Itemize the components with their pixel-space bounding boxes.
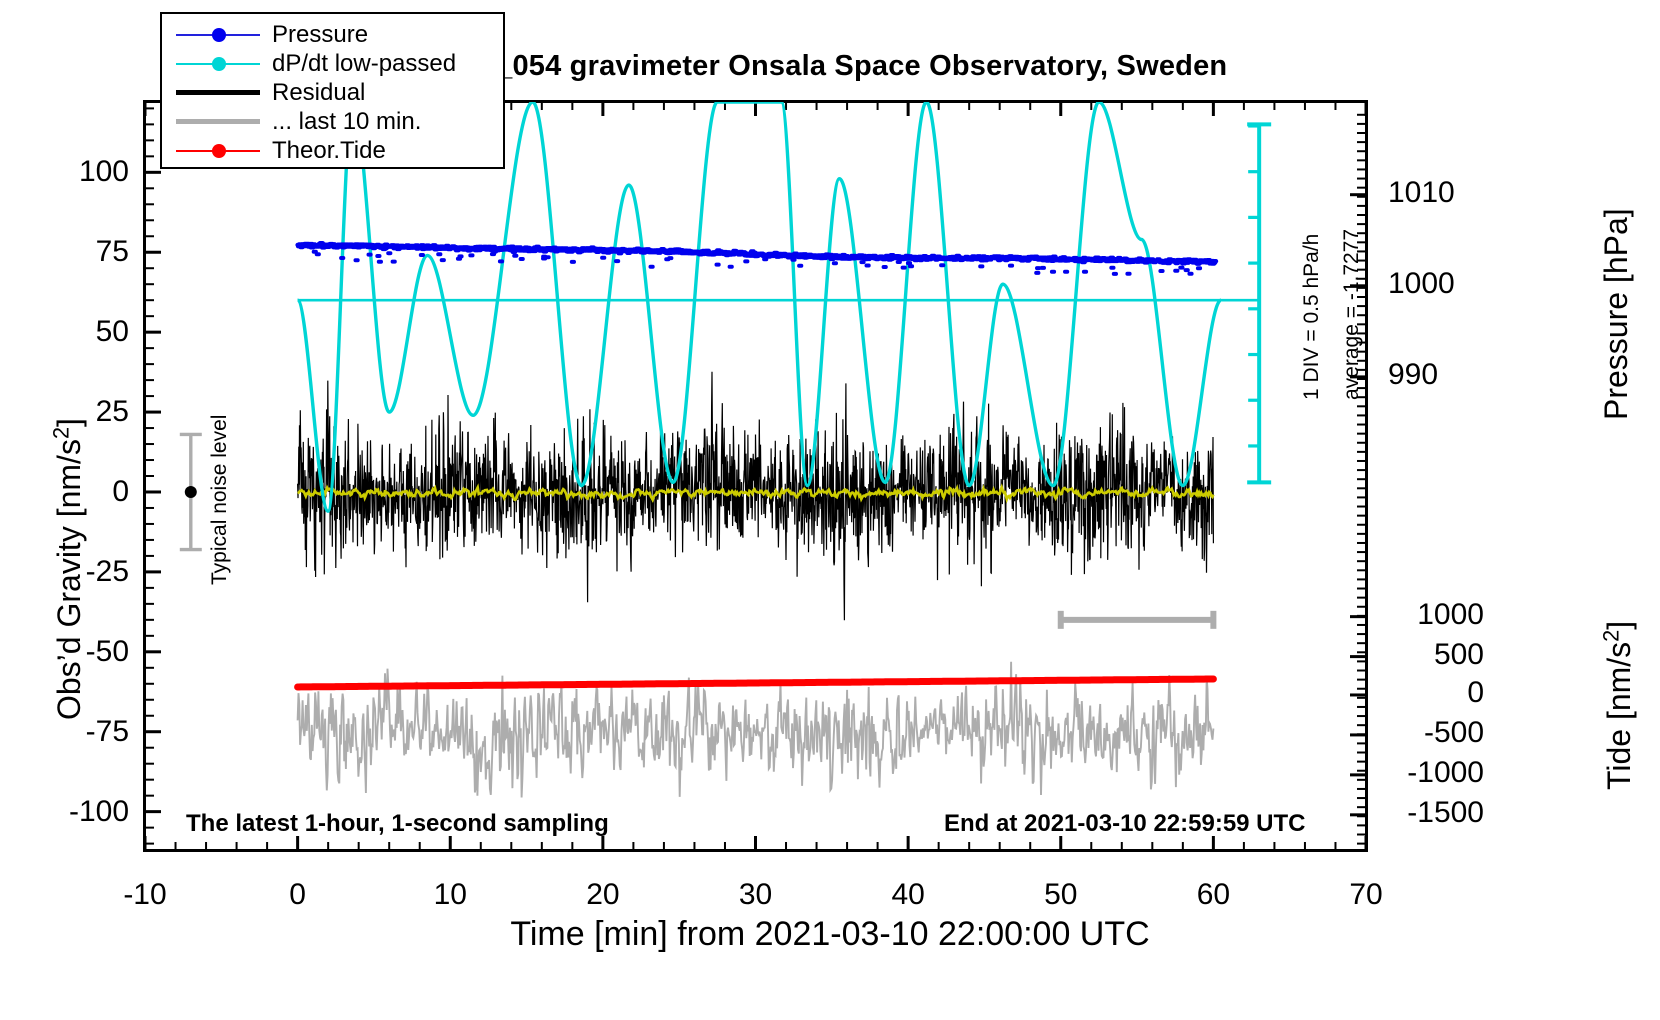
y-tick-label: 75 [95,235,129,269]
page-title: SCG_054 gravimeter Onsala Space Observat… [432,50,1228,82]
footer-left-note: The latest 1-hour, 1-second sampling [186,810,609,837]
y-tick-label: -25 [85,554,129,588]
average-label: average = -1.7277 [1340,228,1363,400]
y-tick-label: 100 [78,155,129,189]
y-axis-title-tide: Tide [nm/s2] [1598,621,1638,790]
x-tick-label: 10 [433,878,467,911]
y-tick-label: 25 [95,395,129,429]
legend-swatch-last10 [176,111,260,133]
y-axis-title-tide-text: Tide [nm/s2] [1598,620,1637,790]
x-tick-label: 40 [891,878,925,911]
y-tick-label: 50 [95,315,129,349]
legend-item-dpdt[interactable]: dP/dt low-passed [162,49,503,78]
legend-item-residual[interactable]: Residual [162,78,503,107]
legend-swatch-tide [176,140,260,162]
legend-swatch-dpdt [176,53,260,75]
x-tick-label: -10 [123,878,167,911]
legend: Pressure dP/dt low-passed Residual ... l… [160,12,505,169]
typical-noise-level-label: Typical noise level [208,414,231,585]
x-tick-label: 60 [1196,878,1231,911]
y-axis-title-pressure: Pressure [hPa] [1598,208,1635,420]
pressure-tick-label: 990 [1388,357,1439,391]
legend-label-dpdt: dP/dt low-passed [272,49,457,77]
x-tick-label: 70 [1349,878,1383,911]
tide-tick-label: 1000 [1417,597,1484,631]
tide-tick-label: -1000 [1407,755,1484,789]
x-tick-label: 50 [1044,878,1078,911]
legend-label-last10: ... last 10 min. [272,107,422,135]
y-tick-label: -100 [68,794,129,828]
legend-swatch-residual [176,82,260,104]
footer-right-note: End at 2021-03-10 22:59:59 UTC [944,810,1306,837]
tide-tick-label: -500 [1423,715,1484,749]
y-tick-label: -50 [85,634,129,668]
tide-tick-label: 500 [1433,637,1484,671]
plot-frame [143,100,1368,852]
legend-item-tide[interactable]: Theor.Tide [162,136,503,165]
legend-item-pressure[interactable]: Pressure [162,20,503,49]
tide-tick-label: -1500 [1407,795,1484,829]
x-axis-title: Time [min] from 2021-03-10 22:00:00 UTC [510,915,1150,953]
x-tick-label: 0 [289,878,306,911]
legend-label-pressure: Pressure [272,20,369,48]
legend-swatch-pressure [176,24,260,46]
x-tick-label: 30 [738,878,773,911]
y-tick-label: 0 [112,474,129,508]
pressure-tick-label: 1000 [1388,266,1455,300]
y-tick-label: -75 [85,714,129,748]
x-tick-label: 20 [586,878,620,911]
legend-item-last10[interactable]: ... last 10 min. [162,107,503,136]
tide-tick-label: 0 [1467,675,1484,709]
div-scale-label: 1 DIV = 0.5 hPa/h [1300,233,1323,400]
legend-label-tide: Theor.Tide [272,136,386,164]
y-axis-title-pressure-text: Pressure [hPa] [1598,208,1634,420]
legend-label-residual: Residual [272,78,366,106]
pressure-tick-label: 1010 [1388,175,1455,209]
